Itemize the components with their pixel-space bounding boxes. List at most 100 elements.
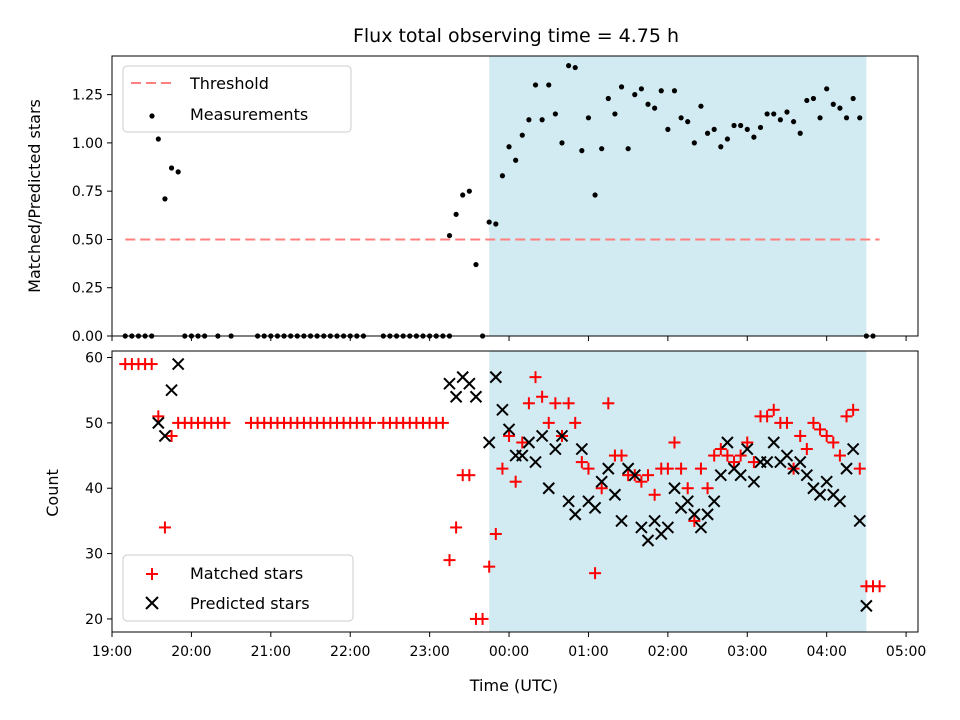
matched-star-marker [675,462,688,475]
matched-star-marker [602,397,615,410]
ratio-y-axis-label: Matched/Predicted stars [25,99,44,293]
legend-matched-swatch [146,568,158,580]
measurement-point [638,86,644,92]
count-y-tick-label: 20 [85,612,103,628]
measurement-point [704,130,711,136]
matched-star-marker [589,567,602,580]
count-y-tick-label: 40 [85,481,103,497]
matched-star-marker [794,429,807,442]
matched-star-marker [489,527,502,540]
measurement-point [830,101,836,107]
legend-measurements-swatch [149,113,155,119]
predicted-star-marker [628,468,641,482]
legend-measurements-label: Measurements [190,105,308,124]
matched-star-marker [648,488,661,501]
predicted-star-marker [800,468,814,482]
ratio-y-tick-label: 0.25 [72,281,103,297]
measurement-point [519,132,525,138]
predicted-star-marker [602,462,615,475]
predicted-star-marker [853,514,866,528]
measurement-point [691,140,697,146]
predicted-star-marker [489,370,503,384]
measurement-point [513,157,519,163]
predicted-star-marker [668,482,681,495]
matched-star-marker [668,436,681,449]
predicted-star-marker [171,357,185,371]
measurement-point [824,86,830,92]
matched-star-marker [840,410,853,423]
measurement-point [466,188,472,194]
measurement-point [486,219,492,225]
matched-star-marker [536,390,549,403]
predicted-star-marker [615,514,628,528]
measurement-point [671,88,678,94]
matched-star-marker [701,482,714,495]
predicted-star-marker [707,495,721,508]
matched-star-marker [780,416,793,429]
count-x-tick-label: 21:00 [251,644,291,660]
predicted-star-marker [482,436,496,449]
predicted-star-marker [860,599,873,613]
predicted-star-marker [529,455,542,469]
count-plot-frame [111,350,919,633]
measurement-point [539,117,545,123]
measurement-point [771,111,777,117]
ratio-x-ticks [111,336,907,341]
matched-star-marker [642,469,655,482]
ratio-plot-frame [111,55,919,337]
measurement-point [499,173,506,179]
predicted-star-marker [542,482,555,495]
matched-star-marker [575,456,588,469]
measurement-point [526,117,532,123]
matched-star-marker [516,436,529,449]
count-x-ticks: 19:00 20:00 21:00 22:00 23:00 00:00 01:00 02:00… [92,632,926,660]
matched-star-marker [569,416,582,429]
count-y-ticks: 20 30 40 50 60 [85,351,112,628]
predicted-star-marker [165,384,178,397]
predicted-star-marker [522,436,536,449]
matched-star-marker [483,560,496,573]
count-panel: 20 30 40 50 60 19:00 20:00 21:00 22:00 23:00 00:0… [43,350,926,695]
matched-star-marker [734,449,747,462]
count-y-axis-label: Count [43,469,62,517]
measurement-point [506,144,512,150]
count-x-tick-label: 03:00 [727,644,767,660]
matched-star-marker [436,416,449,429]
matched-star-marker [681,482,694,495]
matched-star-marker [661,462,674,475]
matched-star-marker [582,462,595,475]
matched-star-marker [503,429,516,442]
measurement-point [757,124,764,131]
predicted-star-marker [648,514,661,528]
predicted-star-marker [840,462,853,475]
legend-threshold-label: Threshold [189,74,269,93]
ratio-y-ticks: 0.00 0.25 0.50 0.75 1.00 1.25 [72,88,112,345]
observing-window-top [489,56,867,336]
matched-star-marker [529,371,542,384]
measurement-point [632,92,638,98]
measurement-point [175,169,181,175]
predicted-star-marker [463,377,476,390]
measurement-point [850,95,856,102]
measurement-point [810,95,817,102]
matched-star-marker [152,410,165,423]
measurement-point [559,140,565,146]
predicted-star-marker [747,475,761,488]
measurement-point [764,111,770,117]
matched-star-marker [847,403,860,416]
matched-star-marker [165,429,178,442]
measurement-point [678,115,684,121]
measurement-point [592,192,598,198]
matched-star-marker [509,475,522,488]
matched-star-marker [688,514,701,527]
count-y-tick-label: 30 [85,547,103,563]
matched-star-marker [833,449,846,462]
ratio-y-tick-label: 1.00 [72,136,103,152]
matched-star-marker [145,358,158,371]
predicted-star-marker [555,429,569,443]
measurement-point [585,115,592,121]
ratio-y-tick-label: 0.00 [72,329,103,345]
predicted-star-marker [496,403,509,417]
measurement-point [790,119,797,125]
measurement-point [685,119,691,125]
